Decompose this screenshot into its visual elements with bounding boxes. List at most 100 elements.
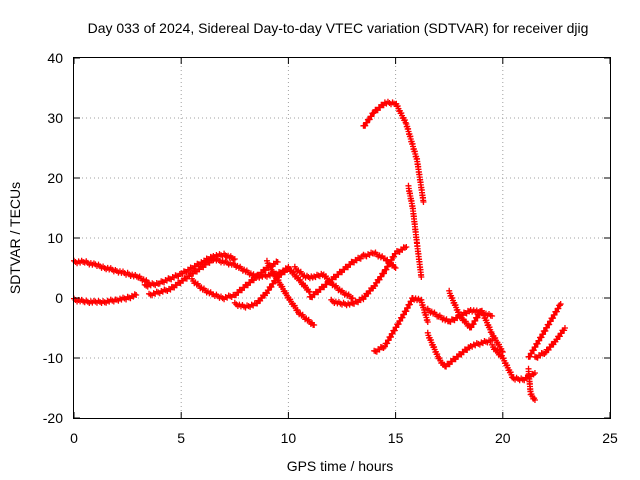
data-point	[546, 321, 553, 328]
data-point	[380, 270, 387, 277]
data-point	[401, 311, 408, 318]
series-arc-t	[531, 325, 568, 361]
series-arc-b	[71, 291, 140, 307]
data-point	[528, 350, 535, 357]
data-point	[235, 264, 242, 271]
data-point	[430, 310, 437, 317]
x-tick-label: 25	[602, 430, 618, 446]
y-tick-label: 40	[47, 50, 63, 66]
data-point	[349, 295, 356, 301]
chart-title: Day 033 of 2024, Sidereal Day-to-day VTE…	[88, 20, 589, 36]
data-point	[553, 308, 560, 315]
data-point	[476, 311, 483, 318]
y-tick-label: 30	[47, 110, 63, 126]
data-point	[393, 324, 400, 331]
data-point	[391, 327, 398, 334]
y-tick-label: 20	[47, 170, 63, 186]
data-point	[377, 254, 384, 261]
x-tick-label: 15	[388, 430, 404, 446]
data-point	[403, 244, 410, 250]
data-point	[401, 244, 408, 251]
x-tick-label: 5	[177, 430, 185, 446]
data-point	[530, 347, 537, 354]
y-tick-label: 10	[47, 230, 63, 246]
data-point	[265, 287, 272, 294]
data-point	[391, 253, 398, 260]
data-point	[542, 327, 549, 334]
data-point	[532, 344, 539, 351]
data-point	[133, 292, 140, 298]
data-point	[404, 304, 411, 311]
data-point	[378, 273, 385, 280]
data-point	[540, 331, 547, 338]
data-point	[384, 340, 391, 347]
series-arc-c	[141, 250, 238, 290]
series-arc-m	[371, 295, 431, 355]
data-point	[388, 257, 395, 264]
series-arc-j	[328, 244, 410, 309]
series-arc-n	[424, 329, 496, 370]
data-point	[555, 305, 562, 312]
data-point	[531, 397, 538, 403]
data-point	[344, 292, 351, 299]
data-point	[387, 260, 394, 267]
data-point	[403, 308, 410, 315]
series-arc-a	[71, 257, 153, 286]
data-point	[399, 314, 406, 321]
series-arc-s	[525, 301, 564, 360]
data-point	[371, 250, 378, 257]
data-point	[489, 313, 496, 319]
data-point	[376, 276, 383, 283]
series-arc-f	[231, 263, 313, 311]
data-point	[391, 264, 398, 270]
x-tick-label: 10	[281, 430, 297, 446]
data-point	[383, 266, 390, 273]
data-point	[536, 337, 543, 344]
axis-ticks: 0 5 10 15 20 25 -20 -10 0 10 20 30 40	[43, 50, 618, 446]
data-point	[418, 274, 425, 280]
data-point	[561, 325, 568, 331]
data-point	[543, 324, 550, 331]
data-point	[364, 119, 371, 126]
series-arc-l	[405, 182, 425, 280]
data-point	[231, 256, 238, 262]
y-axis-label: SDTVAR / TECUs	[7, 182, 23, 294]
x-axis-label: GPS time / hours	[287, 458, 394, 474]
data-point	[270, 280, 277, 287]
data-point	[372, 282, 379, 289]
data-point	[395, 321, 402, 328]
data-point	[547, 318, 554, 325]
data-point	[242, 268, 249, 275]
data-point	[397, 317, 404, 324]
series-arc-r	[525, 365, 538, 403]
series-arc-q	[489, 341, 538, 384]
x-tick-label: 20	[495, 430, 511, 446]
data-point	[199, 286, 206, 293]
x-tick-label: 0	[70, 430, 78, 446]
data-point	[381, 343, 388, 350]
series-arc-k	[360, 98, 427, 205]
data-point	[435, 313, 442, 320]
data-point	[538, 334, 545, 341]
data-point	[468, 324, 475, 331]
data-point	[474, 314, 481, 321]
data-point	[424, 319, 431, 325]
series-arc-g	[263, 257, 318, 328]
y-tick-label: -10	[43, 350, 63, 366]
data-point	[392, 265, 399, 271]
data-points	[71, 98, 568, 403]
grid	[74, 58, 610, 418]
data-point	[442, 317, 449, 324]
data-point	[551, 311, 558, 318]
data-point	[206, 290, 213, 297]
data-point	[388, 333, 395, 340]
data-point	[534, 340, 541, 347]
data-point	[406, 301, 413, 308]
plot-frame	[73, 57, 611, 419]
data-point	[362, 122, 369, 129]
data-point	[384, 263, 391, 270]
data-point	[135, 274, 142, 281]
data-point	[368, 113, 375, 120]
data-point	[557, 301, 564, 307]
